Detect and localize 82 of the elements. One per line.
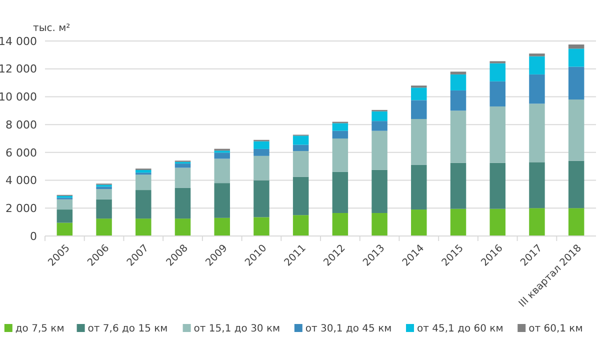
bar	[372, 170, 388, 214]
y-tick-label: 2 000	[6, 202, 37, 215]
bar	[568, 160, 584, 208]
bar	[568, 208, 584, 236]
bar	[372, 111, 388, 122]
bar	[372, 213, 388, 236]
bar	[174, 168, 191, 188]
bar	[411, 119, 427, 165]
bar	[450, 74, 466, 90]
bar	[96, 186, 112, 190]
bar	[56, 210, 73, 223]
y-tick-label: 0	[30, 230, 37, 243]
y-tick-label: 14 000	[0, 34, 37, 48]
bar	[411, 210, 427, 236]
y-tick-label: 8 000	[6, 118, 37, 132]
bar	[96, 199, 112, 219]
bar	[529, 162, 545, 208]
bar	[332, 138, 348, 172]
legend-label: от 7,6 до 15 км	[88, 324, 168, 334]
bar	[490, 106, 506, 163]
bar	[292, 215, 309, 236]
bar	[96, 218, 112, 236]
bar	[292, 176, 309, 216]
bar	[174, 218, 191, 236]
bar	[254, 141, 270, 149]
bar	[254, 156, 270, 180]
bar	[56, 199, 73, 210]
bar	[292, 136, 309, 145]
bar	[214, 158, 230, 184]
bar	[411, 88, 427, 100]
legend-label: от 30,1 до 45 км	[305, 324, 392, 334]
legend-label: от 45,1 до 60 км	[417, 324, 504, 334]
bar	[529, 104, 545, 162]
bar	[450, 110, 466, 163]
bar	[332, 172, 348, 214]
bar	[568, 100, 584, 161]
bar	[372, 121, 388, 131]
legend-label: до 7,5 км	[15, 324, 64, 334]
bar	[136, 218, 152, 236]
bar	[214, 183, 230, 218]
bar	[411, 100, 427, 119]
bar	[136, 190, 152, 219]
bar	[450, 72, 466, 74]
bar	[136, 170, 152, 173]
bar	[214, 218, 230, 236]
bar	[332, 213, 348, 236]
bar	[568, 48, 584, 67]
bar	[490, 208, 506, 236]
bar	[292, 151, 309, 177]
bar	[332, 123, 348, 131]
bar	[292, 144, 309, 152]
bar	[254, 180, 270, 218]
bar	[411, 164, 427, 210]
bar	[254, 217, 270, 236]
bar	[332, 130, 348, 138]
bar	[450, 162, 466, 209]
bar	[529, 74, 545, 104]
bar	[214, 152, 230, 159]
bar	[254, 148, 270, 156]
y-tick-label: 4 000	[6, 174, 37, 188]
bar	[56, 222, 73, 236]
bar	[490, 81, 506, 106]
bar	[96, 189, 112, 200]
bar	[568, 66, 584, 100]
bar	[490, 63, 506, 82]
y-tick-label: 12 000	[0, 62, 37, 76]
bar	[529, 56, 545, 74]
bar	[450, 90, 466, 111]
bar	[529, 54, 545, 56]
bar	[136, 174, 152, 190]
legend-label: от 60,1 км	[528, 324, 583, 334]
bar	[568, 44, 584, 49]
y-tick-label: 6 000	[6, 146, 37, 160]
bar	[174, 164, 191, 168]
bar	[490, 162, 506, 209]
bar	[372, 130, 388, 170]
y-axis-title: тыс. м²	[33, 23, 70, 34]
bar	[529, 208, 545, 236]
bar	[174, 188, 191, 219]
legend-label: от 15,1 до 30 км	[194, 324, 280, 334]
bar	[450, 208, 466, 236]
y-tick-label: 10 000	[0, 90, 37, 104]
